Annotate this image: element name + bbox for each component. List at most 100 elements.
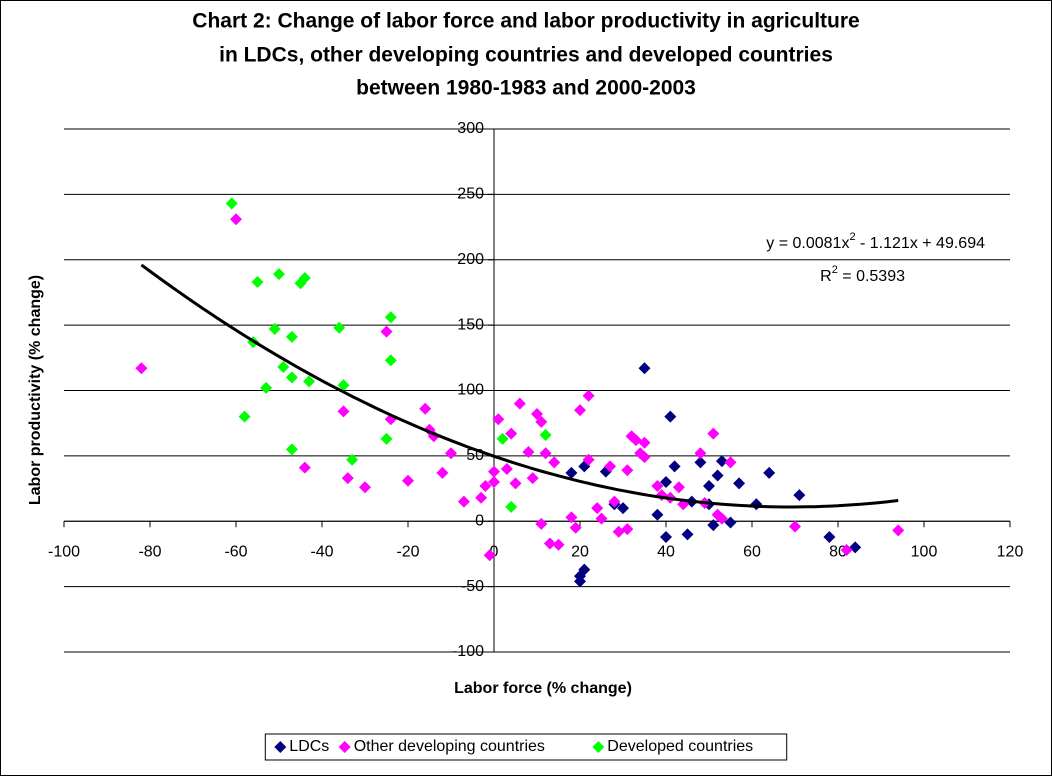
- y-tick-label: 300: [457, 120, 484, 137]
- point: [483, 549, 496, 562]
- x-tick-label: -80: [138, 543, 161, 560]
- point: [565, 511, 578, 524]
- point: [513, 397, 526, 410]
- point: [711, 469, 724, 482]
- point: [724, 516, 737, 529]
- point: [535, 517, 548, 530]
- point: [457, 495, 470, 508]
- equation-part: y = 0.0081x: [766, 235, 849, 252]
- point: [535, 415, 548, 428]
- point: [285, 371, 298, 384]
- point: [380, 325, 393, 338]
- point: [268, 323, 281, 336]
- point: [531, 408, 543, 421]
- point: [617, 502, 629, 515]
- point: [707, 519, 720, 532]
- point: [505, 427, 518, 440]
- x-tick-label: 60: [743, 543, 761, 560]
- point: [333, 321, 346, 334]
- point: [341, 472, 354, 485]
- point: [522, 445, 535, 458]
- legend-marker: [338, 741, 351, 753]
- point: [733, 477, 746, 490]
- point: [303, 375, 316, 388]
- point: [574, 404, 586, 417]
- y-tick-label: -100: [452, 643, 484, 660]
- point: [384, 311, 397, 324]
- point: [707, 427, 720, 440]
- point: [793, 489, 806, 502]
- point: [273, 268, 285, 281]
- point: [569, 521, 582, 534]
- point: [582, 453, 595, 466]
- x-tick-label: 80: [829, 543, 847, 560]
- r2-part: = 0.5393: [838, 268, 905, 285]
- point: [500, 462, 513, 475]
- y-tick-label: 100: [457, 382, 484, 399]
- point: [445, 447, 457, 460]
- point: [638, 451, 651, 464]
- point: [526, 472, 539, 485]
- point: [337, 405, 350, 418]
- point: [260, 381, 273, 394]
- point: [621, 523, 634, 536]
- point: [552, 538, 565, 551]
- x-tick-label: -60: [224, 543, 247, 560]
- point: [763, 466, 776, 479]
- point: [582, 389, 595, 402]
- point: [664, 410, 677, 423]
- point: [694, 447, 707, 460]
- y-tick-label: 150: [457, 316, 484, 333]
- legend-label: LDCs: [289, 738, 329, 755]
- point: [509, 477, 522, 490]
- x-tick-label: 100: [911, 543, 938, 560]
- point: [419, 402, 432, 415]
- point: [574, 575, 586, 588]
- point: [436, 466, 449, 479]
- x-tick-label: 20: [571, 543, 589, 560]
- x-tick-label: -20: [396, 543, 419, 560]
- point: [548, 456, 561, 469]
- point: [840, 544, 853, 557]
- point: [298, 461, 311, 474]
- point: [238, 410, 251, 423]
- point: [651, 479, 664, 492]
- trendline: [140, 263, 899, 509]
- point: [651, 508, 664, 521]
- point: [715, 512, 728, 525]
- legend-box: [264, 733, 788, 761]
- point: [660, 530, 672, 543]
- point: [337, 379, 350, 392]
- point: [285, 443, 298, 456]
- point: [277, 360, 290, 373]
- point: [496, 432, 509, 445]
- equation-part: - 1.121x + 49.694: [856, 235, 986, 252]
- point: [660, 476, 672, 489]
- point: [681, 528, 694, 541]
- trendline-equation: y = 0.0081x2 - 1.121x + 49.694: [766, 231, 985, 252]
- chart-title: Chart 2: Change of labor force and labor…: [192, 10, 859, 33]
- point: [715, 455, 728, 468]
- point: [285, 330, 298, 343]
- point: [638, 362, 651, 375]
- point: [591, 502, 604, 515]
- chart-title: in LDCs, other developing countries and …: [219, 44, 833, 67]
- point: [823, 530, 836, 543]
- point: [604, 460, 617, 473]
- point: [578, 563, 591, 576]
- y-tick-label: -50: [461, 578, 484, 595]
- point: [230, 213, 242, 226]
- point: [724, 456, 737, 469]
- legend: LDCs Other developing countries Developed …: [264, 733, 788, 761]
- point: [380, 432, 393, 445]
- point: [488, 476, 500, 489]
- point: [703, 479, 715, 492]
- point: [789, 520, 801, 533]
- point: [475, 491, 488, 504]
- x-tick-label: -40: [310, 543, 333, 560]
- point: [621, 464, 634, 477]
- x-tick-label: 40: [657, 543, 675, 560]
- y-tick-label: 200: [457, 251, 484, 268]
